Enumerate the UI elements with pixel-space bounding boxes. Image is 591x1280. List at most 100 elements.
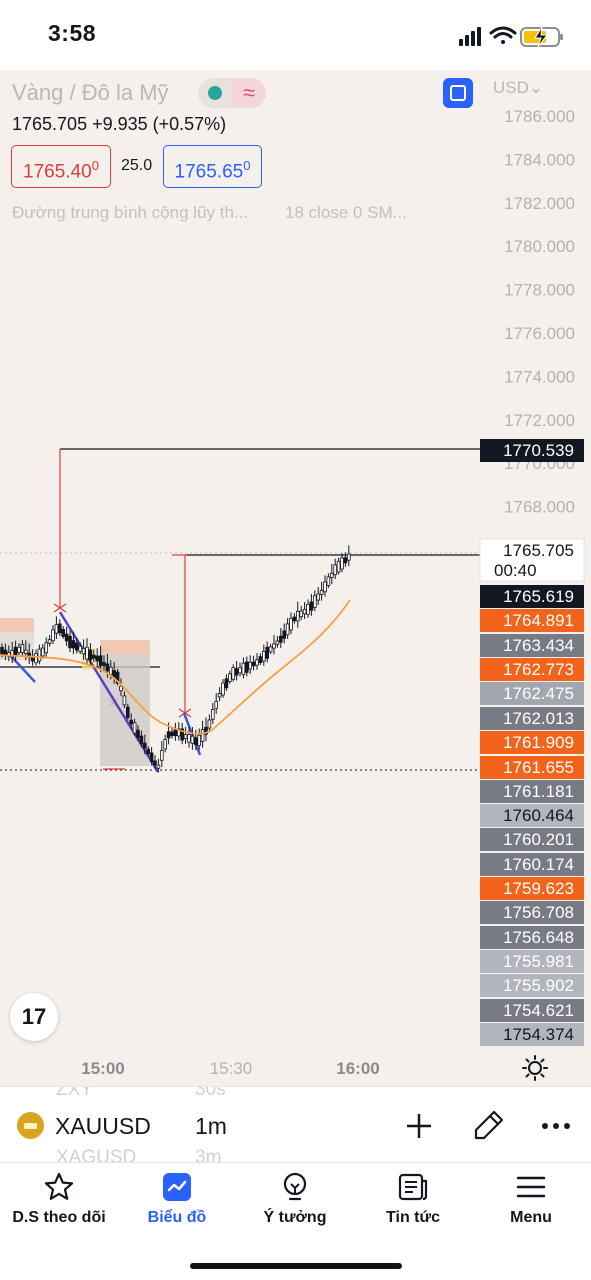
price-tag: 1761.655 — [480, 756, 584, 779]
price-tag-bg — [479, 538, 585, 582]
candle-body — [44, 642, 48, 654]
tab-news-label: Tin tức — [386, 1209, 440, 1226]
price-tag: 1763.434 — [480, 634, 584, 657]
price-tag: 1761.909 — [480, 731, 584, 754]
candle-body — [170, 731, 174, 737]
interval-picker[interactable]: 1m — [195, 1113, 227, 1139]
candle-body — [248, 661, 253, 670]
candle-body — [119, 685, 123, 692]
price-tag: 1754.621 — [480, 999, 584, 1022]
fullscreen-button[interactable] — [443, 78, 473, 108]
price-tag-label: 1754.621 — [503, 1001, 574, 1020]
candle-body — [312, 595, 317, 608]
tab-ideas-label: Ý tưởng — [263, 1209, 327, 1226]
price-tag-label: 1760.464 — [503, 806, 574, 825]
candle-body — [193, 737, 198, 745]
more-options-icon[interactable] — [540, 1111, 572, 1141]
candle-body — [234, 668, 239, 676]
candle-body — [238, 667, 242, 674]
chart-symbol-title[interactable]: Vàng / Đô la Mỹ — [12, 80, 169, 105]
price-tag-bg — [480, 926, 584, 949]
price-tag-label: 1770.539 — [503, 441, 574, 460]
price-tag-label: 1759.623 — [503, 879, 574, 898]
tab-menu-label: Menu — [510, 1209, 552, 1226]
candle-body — [217, 693, 222, 698]
lightbulb-icon — [283, 1172, 307, 1201]
news-icon — [398, 1173, 428, 1201]
candle-body — [102, 662, 106, 666]
candle-body — [306, 603, 310, 615]
currency-selector[interactable]: USD⌄ — [493, 78, 544, 97]
drawing-pen-icon[interactable] — [472, 1108, 506, 1142]
add-icon[interactable] — [404, 1111, 434, 1141]
price-tag-label: 1755.902 — [503, 976, 574, 995]
tab-news[interactable]: Tin tức — [354, 1163, 472, 1243]
candle-body — [176, 728, 181, 737]
candle-body — [200, 729, 205, 742]
price-chart[interactable]: 1786.000 1784.000 1782.000 1780.000 1778.000… — [0, 70, 591, 1086]
candle-body — [272, 643, 276, 649]
price-tag-bg — [480, 974, 584, 997]
tab-watchlist[interactable]: D.S theo dõi — [0, 1163, 118, 1243]
status-icons — [459, 26, 563, 48]
indicator-values: 18 close 0 SM... — [285, 203, 407, 222]
price-tag: 1765.619 — [480, 585, 584, 608]
ask-price: 1765.65 — [174, 161, 244, 183]
candle-body — [136, 729, 140, 738]
sell-button[interactable]: 1765.400 — [11, 145, 111, 188]
axis-tick-label: 1782.000 — [504, 194, 575, 213]
ghost-symbol-above: ZXY — [56, 1086, 93, 1100]
symbol-picker[interactable]: XAUUSD — [55, 1113, 151, 1139]
candle-body — [231, 667, 236, 680]
wave-icon: ≈ — [232, 78, 266, 108]
candle-body — [180, 728, 185, 741]
tradingview-logo[interactable]: 17 — [10, 993, 58, 1041]
tab-menu[interactable]: Menu — [472, 1163, 590, 1243]
indicator-label[interactable]: Đường trung bình cộng lũy th... — [12, 203, 249, 222]
theme-sun-icon[interactable] — [522, 1055, 548, 1081]
bid-price: 1765.40 — [23, 161, 92, 183]
candle-body — [98, 655, 103, 666]
price-tag-bg — [480, 780, 584, 803]
price-tag: 1756.708 — [480, 901, 584, 924]
tab-chart[interactable]: Biểu đồ — [118, 1163, 236, 1243]
candle-body — [88, 649, 93, 661]
candle-body — [275, 640, 280, 645]
candle-body — [58, 623, 62, 634]
menu-icon — [516, 1176, 546, 1198]
tab-ideas[interactable]: Ý tưởng — [236, 1163, 354, 1243]
price-tag: 1761.181 — [480, 780, 584, 803]
candle-body — [41, 647, 45, 657]
candle-body — [17, 646, 21, 653]
candle-body — [13, 646, 18, 657]
candle-body — [292, 616, 297, 622]
axis-tick-label: 1780.000 — [504, 237, 575, 256]
axis-tick-label: 1786.000 — [504, 107, 575, 126]
chart-area[interactable]: 1786.000 1784.000 1782.000 1780.000 1778.000… — [0, 70, 591, 1086]
axis-tick-label: 1774.000 — [504, 367, 575, 386]
candle-body — [255, 659, 259, 666]
candle-body — [316, 593, 320, 601]
spread-value: 25.0 — [121, 157, 153, 174]
price-tag-label: 1762.475 — [503, 684, 574, 703]
candle-body — [282, 630, 286, 639]
price-tag-label: 1763.434 — [503, 636, 574, 655]
candle-body — [207, 719, 212, 729]
price-tag-bg — [480, 828, 584, 851]
candle-body — [142, 742, 147, 749]
buy-button[interactable]: 1765.650 — [163, 145, 262, 188]
candle-body — [227, 673, 232, 682]
price-tag-bg — [480, 877, 584, 900]
price-tag-label: 1756.708 — [503, 903, 574, 922]
axis-tick-label: 1784.000 — [504, 150, 575, 169]
candle-body — [224, 678, 229, 689]
time-axis-label: 15:30 — [210, 1059, 253, 1078]
candle-body — [302, 608, 307, 615]
price-tag-bg — [480, 901, 584, 924]
candle-body — [61, 629, 65, 637]
candle-body — [139, 735, 144, 744]
candle-body — [323, 581, 327, 593]
candle-body — [197, 734, 202, 746]
price-tag-bg — [480, 585, 584, 608]
